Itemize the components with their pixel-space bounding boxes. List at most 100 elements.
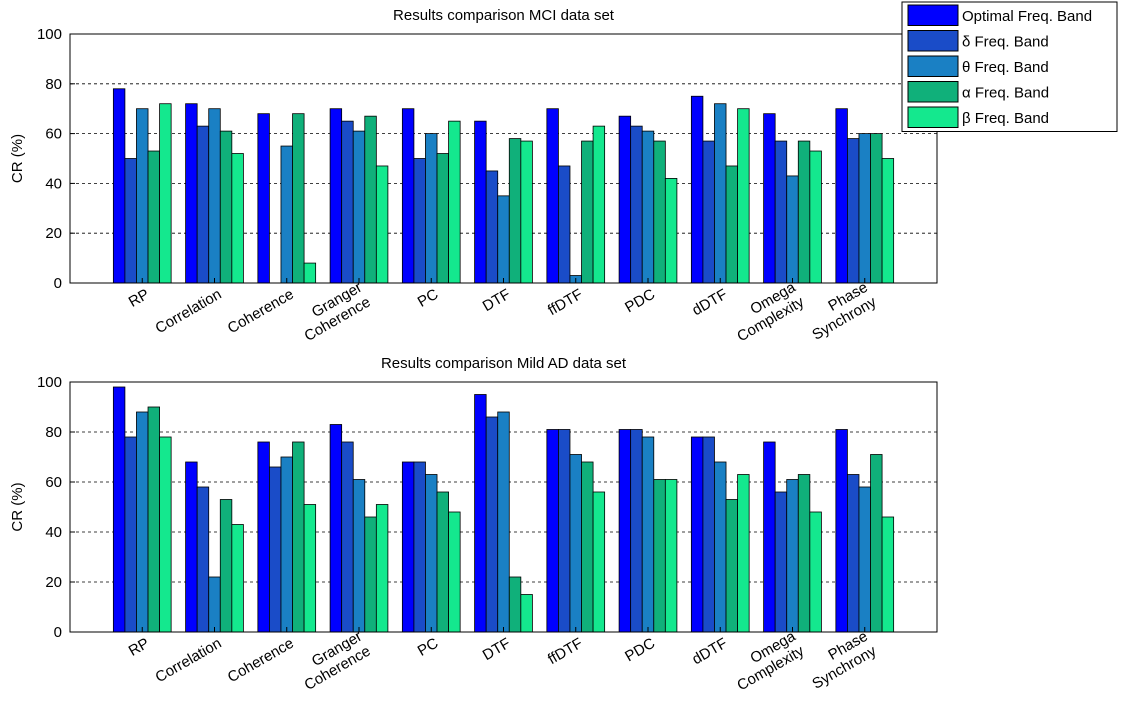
y-axis-label: CR (%) (9, 134, 26, 183)
bar (401, 461, 415, 633)
axes-box (69, 33, 938, 284)
bar (364, 516, 377, 633)
x-tick-label: ffDTF (545, 286, 586, 319)
bar (474, 394, 487, 633)
x-tick-label: OmegaComplexity (726, 278, 808, 345)
bar (147, 150, 160, 284)
axes-box (69, 381, 938, 633)
y-tick-label: 80 (45, 76, 62, 93)
bar (401, 108, 415, 284)
bar (546, 108, 559, 284)
bar (231, 153, 244, 284)
bar (737, 108, 750, 284)
bar (280, 456, 293, 633)
x-tick-label: PDC (622, 635, 658, 666)
bar (196, 486, 210, 633)
legend-label: β Freq. Band (962, 110, 1049, 127)
bar (375, 165, 389, 284)
bar (329, 424, 343, 633)
bar (809, 150, 822, 284)
y-axis-label: CR (%) (9, 482, 26, 531)
x-tick-label: Correlation (152, 286, 224, 337)
bar (159, 103, 172, 284)
bar (786, 479, 799, 633)
bar (737, 474, 750, 633)
bar (185, 103, 198, 284)
x-tick-label: DTF (480, 286, 514, 315)
x-tick-label: OmegaComplexity (726, 627, 808, 694)
bar (725, 499, 738, 633)
bar (425, 474, 438, 633)
legend-swatch (907, 106, 959, 128)
bar (292, 441, 305, 633)
bar (809, 511, 822, 633)
x-tick-label: PC (415, 635, 442, 660)
x-tick-label: dDTF (689, 635, 730, 668)
bar (653, 140, 666, 284)
bar (858, 133, 871, 284)
bar (124, 436, 137, 633)
y-tick-label: 40 (45, 524, 62, 541)
bar (280, 145, 293, 284)
x-tick-label: PC (415, 286, 442, 311)
bar (774, 140, 788, 284)
bar (147, 406, 160, 633)
bar (664, 479, 678, 633)
bar (714, 461, 727, 633)
chart-title: Results comparison Mild AD data set (381, 355, 627, 372)
bar (835, 108, 848, 284)
bar (797, 474, 811, 633)
bar (630, 125, 643, 284)
bar (702, 436, 715, 633)
bar (413, 158, 426, 284)
bar (714, 103, 727, 284)
bar (581, 461, 594, 633)
bar (847, 474, 860, 633)
bar (329, 108, 343, 284)
bar (847, 138, 860, 284)
x-tick-label: GrangerCoherence (293, 279, 374, 345)
bar (763, 441, 776, 633)
y-tick-label: 100 (37, 26, 62, 43)
bar (870, 454, 883, 633)
bar (196, 125, 210, 284)
x-tick-label: RP (126, 635, 153, 660)
legend-swatch (907, 30, 959, 52)
bar (124, 158, 137, 284)
bar (881, 158, 895, 284)
bar (618, 429, 632, 633)
bar (375, 504, 389, 633)
y-tick-label: 40 (45, 175, 62, 192)
bar (858, 486, 871, 633)
bar (231, 524, 244, 633)
bar (497, 195, 510, 284)
bar (690, 436, 704, 633)
bar (292, 113, 305, 284)
bar (136, 411, 149, 633)
bar (364, 115, 377, 284)
y-tick-label: 20 (45, 225, 62, 242)
y-tick-label: 0 (54, 624, 62, 641)
bar (641, 436, 655, 633)
bar (112, 88, 126, 284)
bar (448, 120, 461, 284)
bar (690, 95, 704, 284)
bar (774, 491, 788, 633)
bar (341, 441, 354, 633)
bar (303, 262, 317, 284)
bar (208, 576, 221, 633)
legend-swatch (907, 55, 959, 77)
bar (303, 504, 317, 633)
bar (352, 130, 366, 284)
x-tick-label: RP (126, 286, 153, 311)
bar (508, 138, 522, 284)
bar (485, 170, 499, 284)
bar (448, 511, 461, 633)
y-tick-label: 80 (45, 424, 62, 441)
x-tick-label: PDC (622, 286, 658, 317)
legend-swatch (907, 81, 959, 103)
bar (352, 479, 366, 633)
bar (592, 491, 606, 633)
y-tick-label: 60 (45, 126, 62, 143)
